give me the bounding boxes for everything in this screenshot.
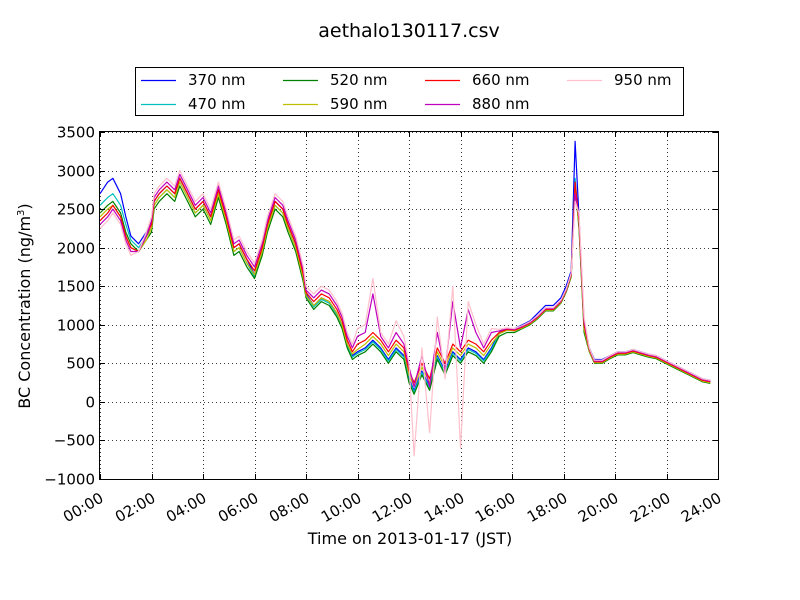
x-tick-labels: 00:00 02:00 04:00 06:00 08:00 10:00 12:00 14:00… — [60, 489, 724, 526]
x-tick-label: 00:00 — [60, 489, 106, 526]
legend-frame — [135, 67, 684, 116]
x-tick-label: 02:00 — [112, 489, 158, 526]
y-axis-label-main: BC Concentration (ng/m — [15, 216, 34, 409]
y-axis-label-superscript: 3 — [16, 210, 27, 216]
y-axis-label: BC Concentration (ng/m3) — [15, 203, 34, 408]
legend-label: 520 nm — [330, 71, 388, 89]
legend-label: 370 nm — [188, 71, 246, 89]
grid-lines — [100, 132, 719, 480]
x-tick-label: 04:00 — [163, 489, 209, 526]
y-tick-label: −500 — [54, 432, 95, 450]
y-axis-label-close: ) — [15, 203, 34, 209]
x-tick-label: 14:00 — [421, 489, 467, 526]
legend-label: 660 nm — [472, 71, 530, 89]
series-line-950-nm — [99, 170, 711, 457]
legend-label: 590 nm — [330, 95, 388, 113]
y-tick-label: 2000 — [57, 240, 95, 258]
x-tick-label: 12:00 — [369, 489, 415, 526]
y-tick-labels: −1000 −500 0 500 1000 1500 2000 2500 3000 3500 — [44, 124, 95, 489]
chart-title: aethalo130117.csv — [318, 20, 500, 42]
series-line-590-nm — [99, 181, 711, 388]
legend-label: 470 nm — [188, 95, 246, 113]
x-tick-label: 10:00 — [318, 489, 364, 526]
x-tick-label: 16:00 — [472, 489, 518, 526]
y-tick-label: 0 — [85, 394, 95, 412]
series-line-520-nm — [99, 185, 711, 395]
legend-label: 950 nm — [614, 71, 672, 89]
y-tick-label: 500 — [66, 355, 95, 373]
y-tick-label: 3500 — [57, 124, 95, 142]
series-lines — [99, 140, 711, 457]
x-tick-label: 20:00 — [575, 489, 621, 526]
x-tick-label: 22:00 — [627, 489, 673, 526]
y-tick-label: 1000 — [57, 317, 95, 335]
series-line-660-nm — [99, 177, 711, 384]
y-tick-label: 1500 — [57, 278, 95, 296]
y-tick-label: 3000 — [57, 163, 95, 181]
y-tick-label: 2500 — [57, 201, 95, 219]
legend: 370 nm 470 nm 520 nm 590 nm 660 nm 880 nm 950 … — [135, 67, 684, 116]
x-axis-label: Time on 2013-01-17 (JST) — [307, 529, 512, 548]
y-tick-label: −1000 — [44, 471, 95, 489]
series-line-880-nm — [99, 173, 711, 388]
x-tick-label: 18:00 — [524, 489, 570, 526]
x-tick-label: 24:00 — [678, 489, 724, 526]
x-tick-label: 08:00 — [266, 489, 312, 526]
axis-ticks — [100, 132, 719, 480]
legend-items: 370 nm 470 nm 520 nm 590 nm 660 nm 880 nm 950 … — [141, 71, 672, 113]
plot-frame — [99, 131, 719, 480]
x-tick-label: 06:00 — [215, 489, 261, 526]
legend-label: 880 nm — [472, 95, 530, 113]
